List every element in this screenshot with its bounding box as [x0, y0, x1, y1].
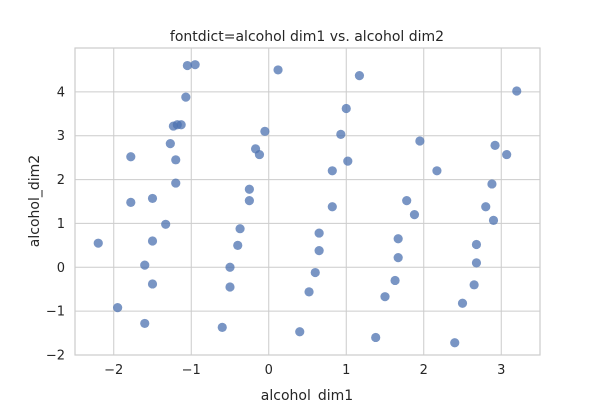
data-point — [254, 149, 265, 160]
y-tick-label: 4 — [57, 85, 65, 100]
data-point — [469, 280, 479, 290]
data-point — [147, 236, 158, 246]
x-tick-labels: −2 −1 0 1 2 3 — [104, 363, 505, 378]
data-point — [147, 279, 158, 289]
data-point — [390, 275, 400, 286]
data-point — [147, 193, 158, 204]
data-point — [490, 140, 500, 150]
x-tick-label: 1 — [342, 363, 350, 378]
y-tick-label: 0 — [57, 261, 65, 276]
data-point — [354, 71, 365, 81]
data-point — [343, 156, 353, 166]
data-point — [471, 239, 482, 250]
data-point — [310, 267, 320, 278]
y-axis-label: alcohol_dim2 — [27, 155, 43, 247]
data-point — [244, 196, 254, 206]
y-tick-labels: −2 −1 0 1 2 3 4 — [46, 85, 65, 363]
plot-frame — [74, 47, 541, 356]
data-point — [488, 215, 499, 225]
x-tick-label: 0 — [265, 363, 273, 378]
data-point — [126, 152, 136, 162]
data-point — [165, 139, 175, 149]
data-point — [295, 327, 305, 337]
data-point — [225, 282, 235, 292]
data-point — [244, 184, 254, 194]
data-point — [161, 219, 171, 229]
data-point — [481, 202, 491, 212]
data-points — [93, 60, 522, 348]
data-point — [304, 287, 314, 297]
data-point — [314, 246, 324, 256]
data-point — [93, 238, 103, 248]
data-point — [371, 332, 381, 343]
data-point — [140, 260, 150, 270]
data-point — [171, 178, 181, 188]
data-point — [113, 303, 123, 313]
data-point — [273, 65, 283, 75]
y-tick-label: 3 — [57, 129, 65, 144]
x-axis-label: alcohol_dim1 — [261, 388, 353, 400]
data-point — [336, 129, 346, 139]
x-tick-label: −2 — [104, 363, 123, 378]
data-point — [402, 196, 412, 206]
data-point — [181, 92, 191, 102]
data-point — [327, 166, 337, 176]
data-point — [415, 136, 425, 146]
data-point — [314, 228, 324, 238]
y-tick-label: −2 — [46, 349, 65, 364]
data-point — [260, 126, 270, 136]
chart-title: fontdict=alcohol dim1 vs. alcohol dim2 — [170, 29, 444, 45]
x-tick-label: −1 — [182, 363, 201, 378]
data-point — [450, 338, 460, 348]
y-tick-label: −1 — [46, 305, 65, 320]
data-point — [471, 258, 482, 268]
data-point — [217, 322, 227, 332]
data-point — [176, 120, 186, 130]
data-point — [140, 318, 150, 329]
data-point — [126, 197, 136, 207]
data-point — [341, 103, 351, 114]
data-point — [512, 86, 522, 96]
data-point — [457, 298, 468, 308]
data-point — [393, 234, 403, 244]
data-point — [487, 179, 497, 189]
data-point — [233, 240, 243, 250]
y-tick-label: 2 — [57, 173, 65, 188]
data-point — [393, 253, 403, 263]
data-point — [502, 149, 512, 160]
y-tick-label: 1 — [57, 217, 65, 232]
data-point — [432, 166, 442, 176]
data-point — [327, 202, 337, 212]
data-point — [182, 60, 192, 71]
data-point — [171, 155, 181, 165]
data-point — [380, 292, 390, 302]
x-tick-label: 2 — [420, 363, 428, 378]
grid-lines — [75, 48, 540, 356]
x-tick-label: 3 — [497, 363, 505, 378]
data-point — [225, 262, 235, 272]
data-point — [409, 210, 420, 220]
data-point — [235, 224, 245, 234]
data-point — [190, 60, 200, 70]
